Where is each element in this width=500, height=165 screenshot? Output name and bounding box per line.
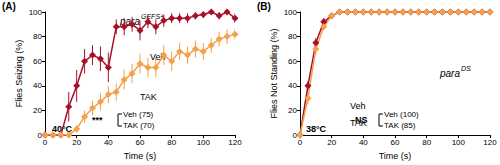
svg-text:Flies Seizing (%): Flies Seizing (%) <box>14 40 24 108</box>
svg-text:para: para <box>439 68 460 79</box>
svg-text:20: 20 <box>33 106 42 115</box>
svg-text:TAK (85): TAK (85) <box>384 121 416 130</box>
svg-text:NS: NS <box>355 115 368 125</box>
svg-text:Flies Not Standing (%): Flies Not Standing (%) <box>269 29 279 119</box>
svg-text:60: 60 <box>33 57 42 66</box>
svg-text:100: 100 <box>197 138 211 147</box>
svg-text:TAK (70): TAK (70) <box>123 121 155 130</box>
svg-text:20: 20 <box>288 106 297 115</box>
svg-text:100: 100 <box>284 8 298 17</box>
svg-text:80: 80 <box>288 32 297 41</box>
svg-text:Veh: Veh <box>350 101 366 111</box>
svg-text:Time (s): Time (s) <box>124 151 157 161</box>
svg-text:GEFS+: GEFS+ <box>141 13 164 20</box>
svg-text:20: 20 <box>327 138 336 147</box>
svg-text:40°C: 40°C <box>52 123 73 134</box>
svg-text:40: 40 <box>104 138 113 147</box>
svg-text:120: 120 <box>228 138 242 147</box>
svg-text:DS: DS <box>461 65 471 72</box>
svg-text:0: 0 <box>298 138 303 147</box>
svg-text:***: *** <box>92 115 103 125</box>
svg-text:(B): (B) <box>257 1 271 12</box>
svg-text:120: 120 <box>483 138 497 147</box>
svg-text:0: 0 <box>292 130 297 140</box>
svg-text:80: 80 <box>422 138 431 147</box>
svg-text:20: 20 <box>72 138 81 147</box>
svg-text:(A): (A) <box>2 1 16 12</box>
svg-text:80: 80 <box>33 32 42 41</box>
svg-text:80: 80 <box>167 138 176 147</box>
svg-text:60: 60 <box>391 138 400 147</box>
svg-text:Time (s): Time (s) <box>379 151 412 161</box>
svg-text:100: 100 <box>452 138 466 147</box>
svg-text:40: 40 <box>33 81 42 90</box>
svg-text:60: 60 <box>288 57 297 66</box>
svg-text:0: 0 <box>37 130 42 140</box>
svg-text:TAK: TAK <box>140 92 157 102</box>
svg-text:100: 100 <box>29 8 43 17</box>
svg-text:para: para <box>120 15 140 27</box>
svg-text:60: 60 <box>136 138 145 147</box>
svg-text:Veh (100): Veh (100) <box>384 110 419 119</box>
svg-text:40: 40 <box>359 138 368 147</box>
svg-text:Veh: Veh <box>150 51 166 62</box>
svg-text:38°C: 38°C <box>306 124 327 134</box>
svg-text:40: 40 <box>288 81 297 90</box>
svg-text:0: 0 <box>43 138 48 147</box>
svg-text:Veh (75): Veh (75) <box>123 110 154 119</box>
